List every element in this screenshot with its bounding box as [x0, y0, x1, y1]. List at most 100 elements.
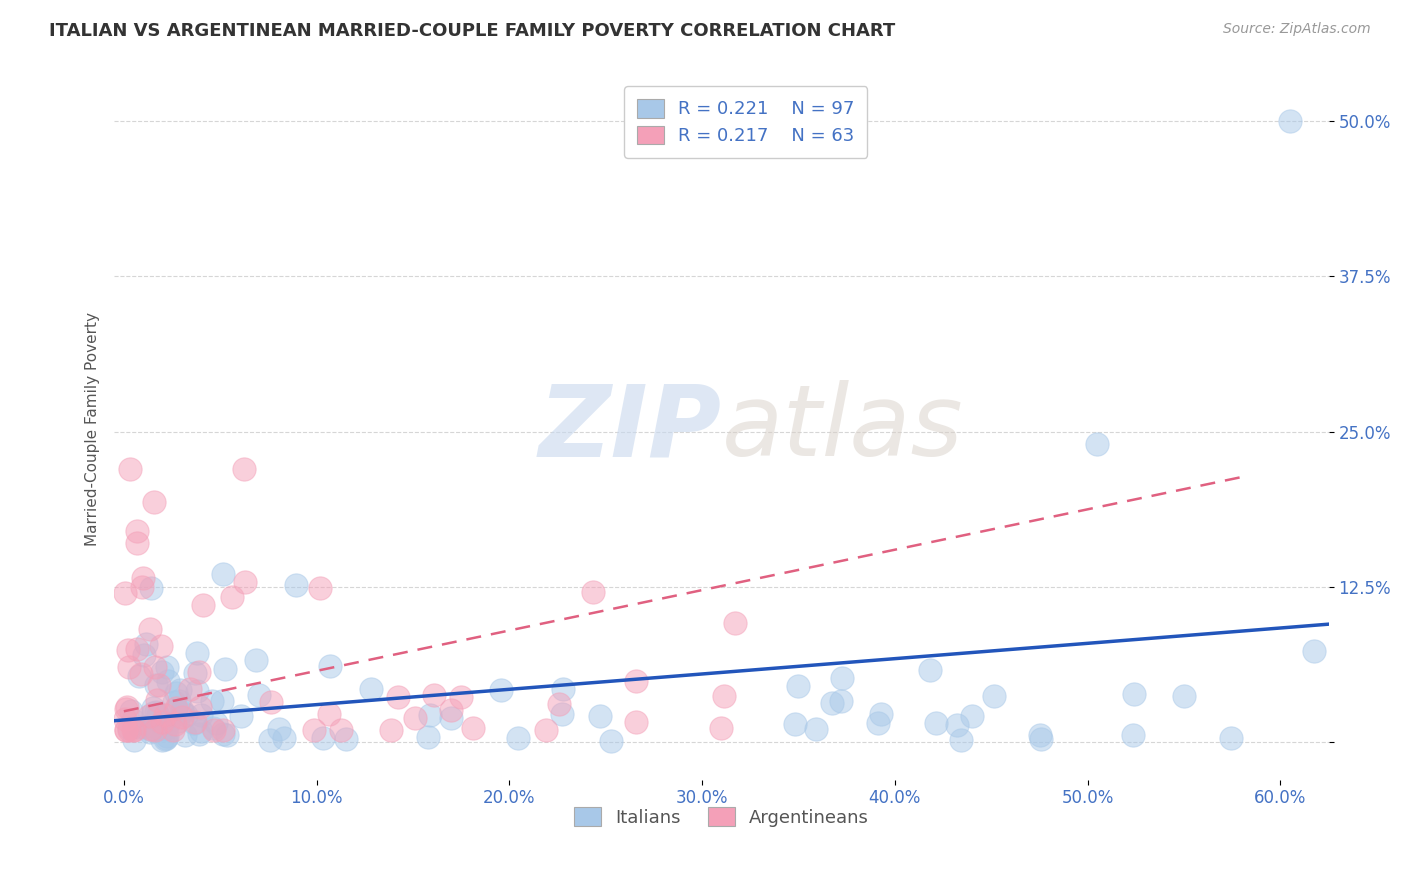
Point [713, 689, 735, 703]
Point [114, 585, 136, 599]
Point [783, 717, 806, 731]
Point [360, 681, 382, 696]
Point [450, 690, 472, 704]
Point [553, 681, 575, 696]
Point [405, 711, 427, 725]
Point [115, 702, 138, 716]
Text: atlas: atlas [721, 380, 963, 477]
Point [204, 716, 226, 731]
Point [866, 716, 889, 731]
Point [308, 581, 330, 595]
Point [949, 732, 972, 747]
Point [155, 729, 177, 743]
Point [1220, 731, 1243, 745]
Point [120, 462, 142, 476]
Point [319, 659, 342, 673]
Point [1302, 644, 1324, 658]
Point [869, 707, 891, 722]
Point [318, 706, 340, 721]
Point [624, 715, 647, 730]
Point [710, 721, 733, 735]
Point [162, 723, 184, 737]
Point [148, 707, 170, 722]
Point [174, 708, 197, 723]
Point [139, 622, 162, 636]
Point [150, 732, 173, 747]
Point [201, 694, 224, 708]
Point [786, 679, 808, 693]
Point [423, 688, 446, 702]
Point [1085, 437, 1108, 451]
Point [600, 734, 623, 748]
Point [1122, 687, 1144, 701]
Point [122, 723, 145, 737]
Point [1122, 728, 1144, 742]
Point [150, 665, 173, 679]
Point [330, 723, 353, 737]
Point [145, 705, 167, 719]
Point [152, 719, 174, 733]
Point [312, 731, 335, 745]
Point [387, 690, 409, 705]
Point [221, 590, 243, 604]
Point [183, 715, 205, 730]
Point [172, 703, 194, 717]
Point [132, 720, 155, 734]
Point [135, 637, 157, 651]
Point [491, 682, 513, 697]
Point [122, 713, 145, 727]
Point [418, 730, 440, 744]
Point [335, 732, 357, 747]
Point [589, 708, 612, 723]
Point [186, 684, 208, 698]
Point [115, 700, 138, 714]
Point [831, 671, 853, 685]
Y-axis label: Married-Couple Family Poverty: Married-Couple Family Poverty [86, 311, 100, 546]
Point [153, 731, 176, 746]
Point [127, 536, 149, 550]
Point [233, 574, 256, 589]
Point [1029, 728, 1052, 742]
Point [142, 706, 165, 720]
Point [157, 717, 180, 731]
Point [506, 731, 529, 745]
Point [145, 660, 167, 674]
Legend: Italians, Argentineans: Italians, Argentineans [567, 800, 876, 834]
Point [128, 669, 150, 683]
Point [115, 723, 138, 737]
Point [142, 701, 165, 715]
Point [202, 723, 225, 737]
Point [440, 703, 463, 717]
Point [118, 723, 141, 737]
Point [143, 723, 166, 737]
Point [624, 674, 647, 689]
Point [548, 697, 571, 711]
Point [461, 722, 484, 736]
Point [439, 711, 461, 725]
Point [165, 686, 187, 700]
Point [302, 723, 325, 737]
Point [212, 723, 235, 737]
Point [120, 704, 142, 718]
Point [187, 665, 209, 680]
Point [125, 642, 148, 657]
Text: Source: ZipAtlas.com: Source: ZipAtlas.com [1223, 22, 1371, 37]
Point [131, 571, 153, 585]
Point [201, 721, 224, 735]
Point [125, 524, 148, 539]
Point [138, 709, 160, 723]
Point [190, 724, 212, 739]
Point [1279, 114, 1302, 128]
Point [188, 700, 211, 714]
Point [167, 694, 190, 708]
Point [806, 722, 828, 736]
Point [723, 615, 745, 630]
Point [821, 696, 844, 710]
Point [925, 716, 948, 731]
Point [193, 598, 215, 612]
Point [145, 678, 167, 692]
Point [156, 660, 179, 674]
Point [179, 681, 201, 696]
Point [920, 663, 942, 677]
Point [211, 726, 233, 740]
